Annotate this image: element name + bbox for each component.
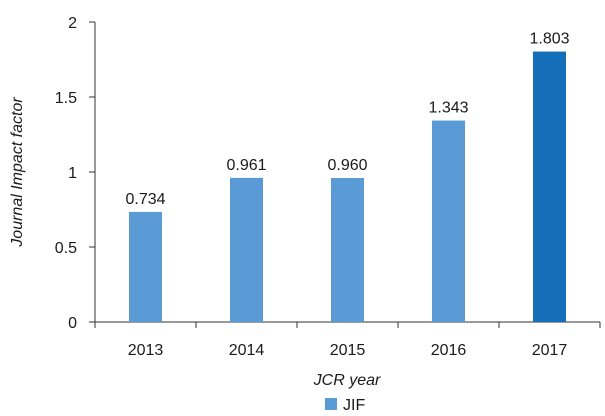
y-tick-label: 0.5 xyxy=(55,240,77,257)
y-tick-label: 2 xyxy=(68,15,77,32)
y-axis: 0 0.5 1 1.5 2 xyxy=(55,15,96,332)
bar xyxy=(129,211,162,322)
y-tick-label: 1.5 xyxy=(55,90,77,107)
x-tick-label: 2017 xyxy=(532,342,568,359)
bar xyxy=(533,51,566,323)
bar xyxy=(331,178,364,322)
x-tick-label: 2014 xyxy=(229,342,265,359)
y-tick-label: 1 xyxy=(68,165,77,182)
data-labels: 0.734 0.961 0.960 1.343 1.803 xyxy=(125,31,569,208)
bar xyxy=(230,177,263,322)
y-tick-label: 0 xyxy=(68,315,77,332)
x-axis-title: JCR year xyxy=(313,372,381,389)
data-label: 0.960 xyxy=(327,157,367,174)
x-tick-label: 2015 xyxy=(330,342,366,359)
bar xyxy=(432,120,465,322)
x-tick-label: 2013 xyxy=(128,342,164,359)
x-axis: 2013 2014 2015 2016 2017 xyxy=(94,321,601,359)
data-label: 1.803 xyxy=(529,31,569,48)
y-axis-title: Journal Impact factor xyxy=(9,97,26,248)
legend-label: JIF xyxy=(343,397,365,414)
legend-swatch xyxy=(325,398,337,410)
x-tick-label: 2016 xyxy=(431,342,467,359)
data-label: 0.961 xyxy=(226,157,266,174)
data-label: 1.343 xyxy=(428,100,468,117)
bars xyxy=(129,51,566,323)
legend: JIF xyxy=(325,397,365,414)
data-label: 0.734 xyxy=(125,191,165,208)
